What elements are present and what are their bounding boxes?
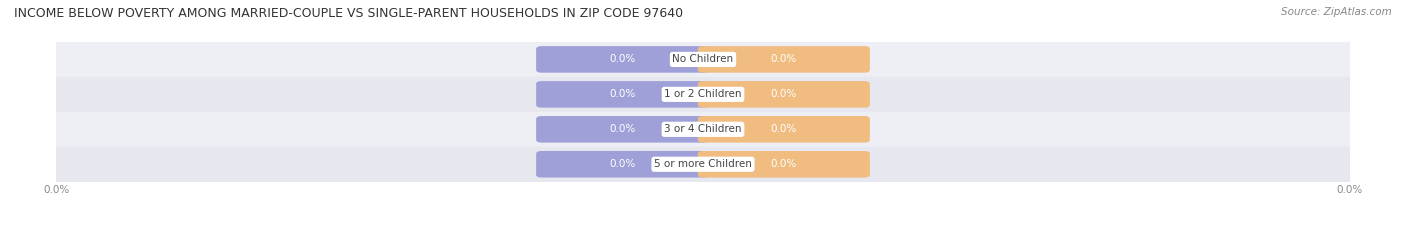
FancyBboxPatch shape: [536, 46, 709, 73]
Bar: [56, 112, 1350, 147]
FancyBboxPatch shape: [536, 81, 709, 108]
Bar: [56, 77, 1350, 112]
FancyBboxPatch shape: [697, 116, 870, 143]
Text: 5 or more Children: 5 or more Children: [654, 159, 752, 169]
Text: 0.0%: 0.0%: [770, 159, 797, 169]
Text: 0.0%: 0.0%: [770, 124, 797, 134]
Text: 3 or 4 Children: 3 or 4 Children: [664, 124, 742, 134]
Text: 0.0%: 0.0%: [770, 89, 797, 99]
FancyBboxPatch shape: [697, 46, 870, 73]
Text: 1 or 2 Children: 1 or 2 Children: [664, 89, 742, 99]
Text: No Children: No Children: [672, 55, 734, 64]
Text: 0.0%: 0.0%: [609, 55, 636, 64]
FancyBboxPatch shape: [697, 151, 870, 178]
FancyBboxPatch shape: [536, 151, 709, 178]
Text: 0.0%: 0.0%: [609, 159, 636, 169]
Text: Source: ZipAtlas.com: Source: ZipAtlas.com: [1281, 7, 1392, 17]
FancyBboxPatch shape: [536, 116, 709, 143]
Text: 0.0%: 0.0%: [609, 89, 636, 99]
Text: INCOME BELOW POVERTY AMONG MARRIED-COUPLE VS SINGLE-PARENT HOUSEHOLDS IN ZIP COD: INCOME BELOW POVERTY AMONG MARRIED-COUPL…: [14, 7, 683, 20]
FancyBboxPatch shape: [697, 81, 870, 108]
Text: 0.0%: 0.0%: [770, 55, 797, 64]
Text: 0.0%: 0.0%: [609, 124, 636, 134]
Bar: [56, 42, 1350, 77]
Bar: [56, 147, 1350, 182]
